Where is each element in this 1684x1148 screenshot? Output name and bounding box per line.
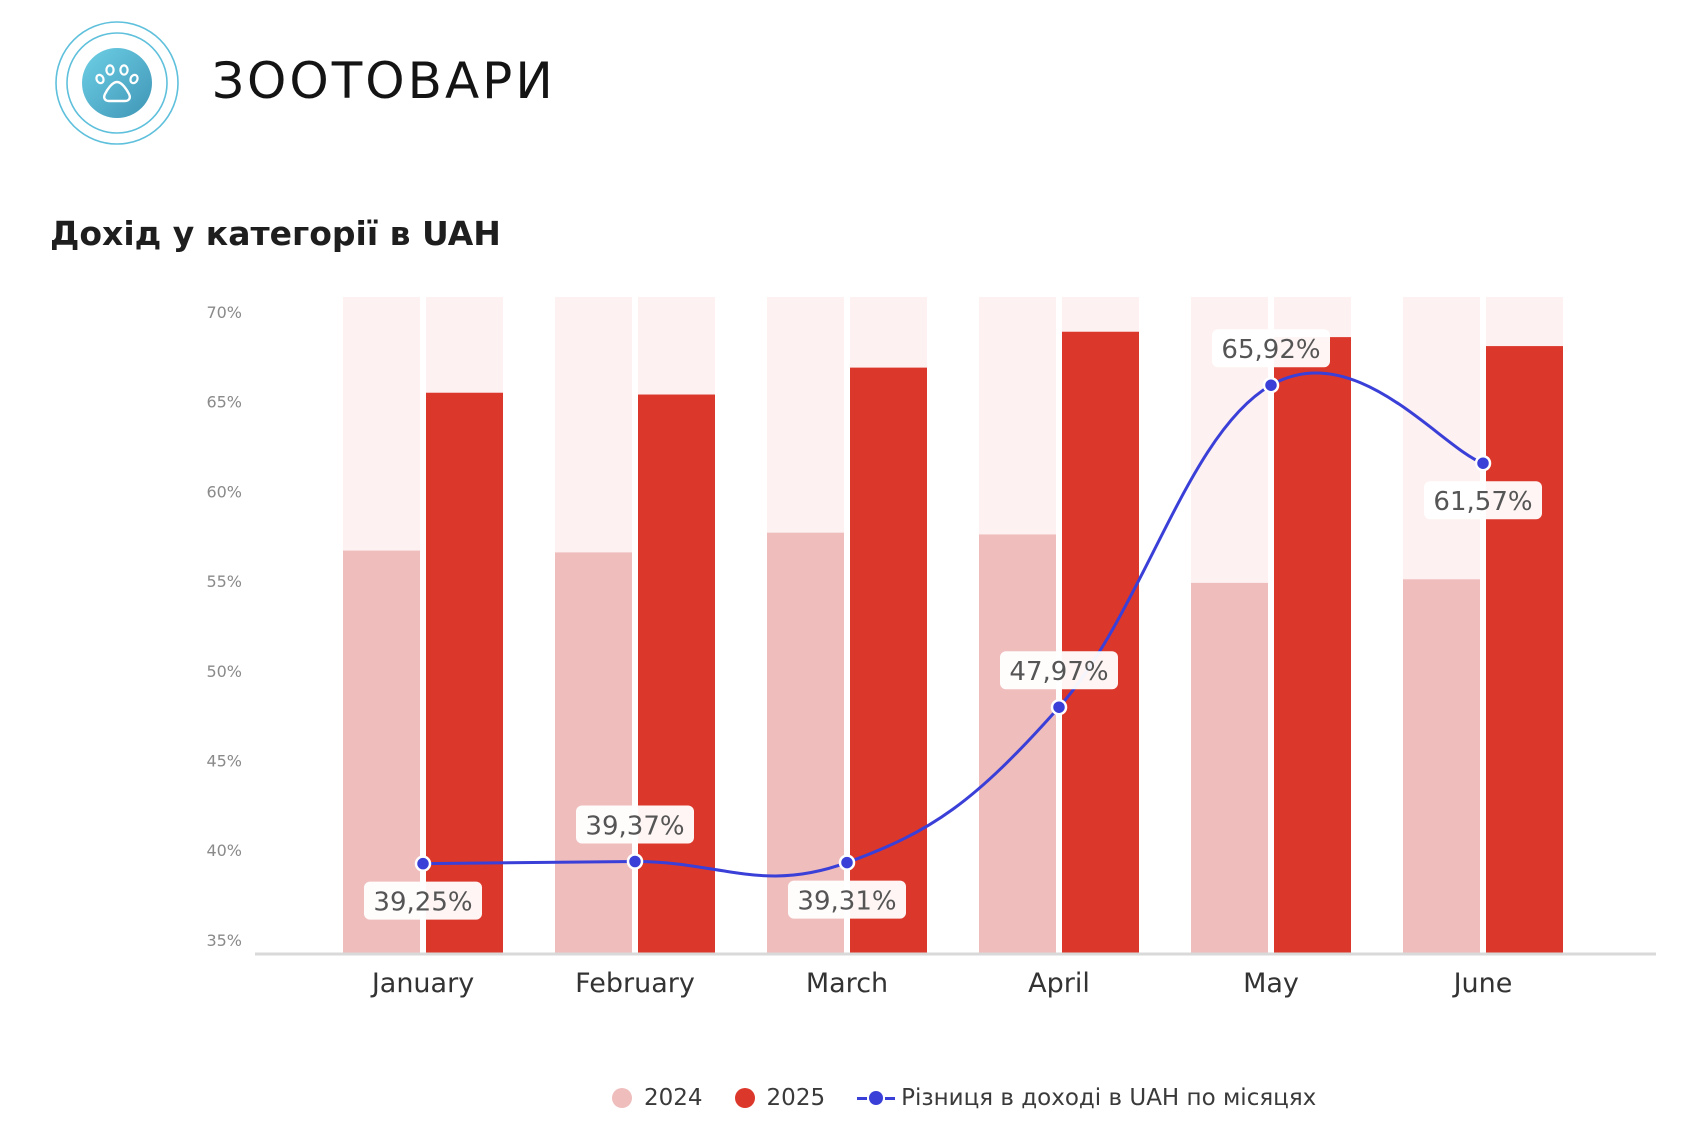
bar-2025[interactable]: [426, 392, 503, 954]
data-label-box: [576, 805, 694, 844]
data-label: 61,57%: [1433, 487, 1532, 517]
data-label: 47,97%: [1009, 657, 1108, 687]
x-axis-label: January: [370, 968, 474, 999]
y-tick-label: 45%: [206, 752, 242, 771]
bar-2025[interactable]: [1062, 331, 1139, 953]
data-label: 39,25%: [373, 888, 472, 918]
bar-2025[interactable]: [1274, 337, 1351, 954]
data-label: 39,31%: [797, 887, 896, 917]
data-label-box: [788, 880, 906, 919]
logo: [54, 20, 180, 146]
data-label-box: [1000, 651, 1118, 690]
line-point[interactable]: [1050, 698, 1068, 716]
bar-2025[interactable]: [638, 394, 715, 953]
data-label-box: [1212, 329, 1330, 368]
legend-label: Різниця в доході в UAH по місяцях: [901, 1085, 1317, 1111]
legend-label: 2024: [644, 1085, 703, 1111]
data-label: 65,92%: [1221, 335, 1320, 365]
bar-2024[interactable]: [1403, 579, 1480, 953]
y-tick-label: 70%: [206, 303, 242, 322]
x-axis-label: March: [806, 968, 888, 999]
line-point[interactable]: [1262, 376, 1280, 394]
legend-item-2024[interactable]: 2024: [612, 1085, 703, 1111]
data-label: 39,37%: [585, 812, 684, 842]
brand-name: ЗООТОВАРИ: [212, 52, 556, 110]
y-tick-label: 50%: [206, 662, 242, 681]
legend-item-2025[interactable]: 2025: [734, 1085, 826, 1111]
y-tick-label: 65%: [206, 393, 242, 412]
chart-legend: 2024 2025 Різниця в доході в UAH по міся…: [612, 1085, 1348, 1111]
line-point[interactable]: [626, 853, 644, 870]
x-axis-label: February: [575, 968, 695, 999]
x-axis-label: April: [1028, 968, 1090, 999]
legend-dot-2024: [612, 1088, 632, 1108]
line-point[interactable]: [1474, 454, 1492, 472]
bar-2024[interactable]: [1191, 582, 1268, 953]
line-point[interactable]: [414, 855, 432, 872]
bar-2025[interactable]: [850, 367, 927, 953]
bar-2024[interactable]: [979, 534, 1056, 953]
legend-item-difference[interactable]: Різниця в доході в UAH по місяцях: [857, 1085, 1316, 1111]
bar-2025[interactable]: [1486, 346, 1563, 953]
legend-label: 2025: [766, 1085, 826, 1111]
legend-line-marker-icon: [857, 1088, 897, 1108]
y-tick-label: 40%: [206, 841, 242, 860]
legend-dot-2025: [734, 1088, 755, 1108]
x-axis-label: June: [1452, 968, 1513, 999]
data-label-box: [1424, 481, 1542, 520]
paw-icon: [55, 21, 179, 145]
x-axis-label: May: [1243, 968, 1299, 999]
line-point[interactable]: [838, 854, 856, 871]
y-tick-label: 60%: [206, 482, 242, 501]
data-label-box: [364, 881, 482, 920]
y-tick-label: 55%: [206, 572, 242, 591]
y-tick-label: 35%: [206, 931, 242, 950]
bar-2024[interactable]: [555, 552, 632, 953]
page-title: Дохід у категорії в UAH: [50, 214, 501, 253]
